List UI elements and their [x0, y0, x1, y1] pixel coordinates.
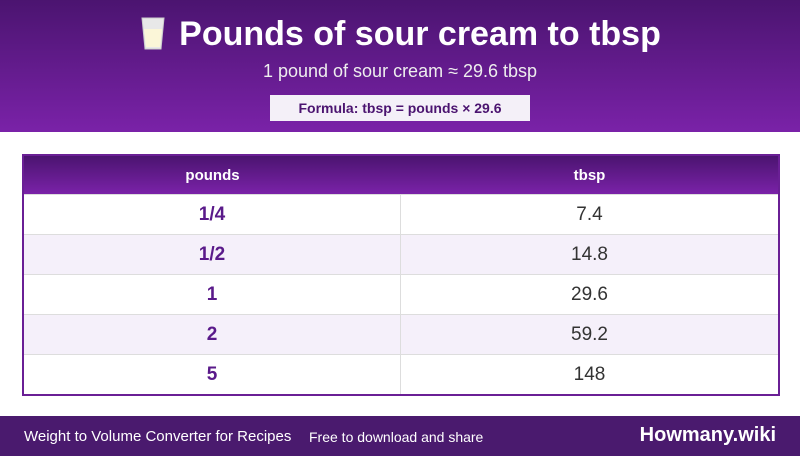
footer: Weight to Volume Converter for Recipes F… [0, 416, 800, 456]
cell: 1 [24, 274, 401, 314]
cell: 14.8 [401, 234, 778, 274]
cell: 7.4 [401, 194, 778, 234]
table: pounds tbsp 1/4 7.4 1/2 14.8 1 29.6 2 59.2 5 148 [22, 154, 780, 396]
cell: 1/4 [24, 194, 401, 234]
cell: 148 [401, 354, 778, 394]
cell: 1/2 [24, 234, 401, 274]
formula: Formula: tbsp = pounds × 29.6 [270, 95, 530, 121]
subtitle: 1 pound of sour cream ≈ 29.6 tbsp [262, 61, 538, 81]
cell: 5 [24, 354, 401, 394]
column-header: pounds [24, 156, 401, 194]
cell: 59.2 [401, 314, 778, 354]
column-header: tbsp [401, 156, 778, 194]
brand: Howmany.wiki [639, 424, 776, 446]
title-row: Pounds of sour cream to tbsp [0, 12, 800, 56]
header: Pounds of sour cream to tbsp 1 pound of … [0, 0, 800, 132]
title: Pounds of sour cream to tbsp [179, 15, 661, 53]
footer-left: Weight to Volume Converter for Recipes [24, 428, 292, 445]
glass-icon [141, 17, 165, 50]
cell: 2 [24, 314, 401, 354]
cell: 29.6 [401, 274, 778, 314]
footer-middle: Free to download and share [309, 429, 484, 445]
